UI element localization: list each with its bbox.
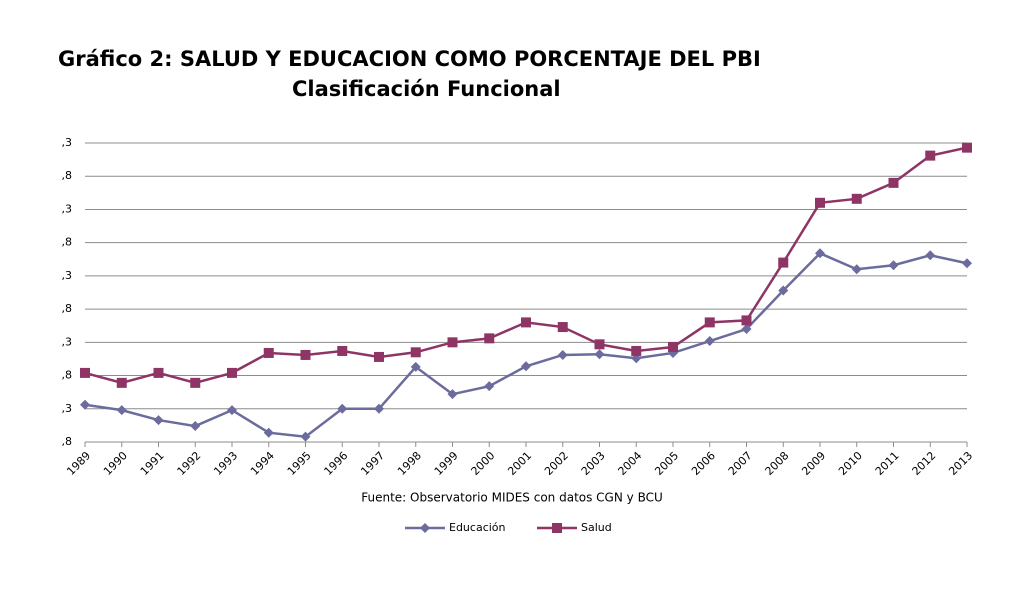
x-tick-label: 1994 — [248, 449, 277, 478]
chart-title: Gráfico 2: SALUD Y EDUCACION COMO PORCEN… — [58, 47, 761, 71]
point — [300, 349, 311, 360]
x-tick-label: 2006 — [689, 449, 718, 478]
x-tick-label: 1990 — [101, 449, 130, 478]
point — [227, 367, 237, 378]
legend-marker — [552, 523, 562, 533]
point — [594, 349, 605, 360]
point — [374, 403, 384, 414]
y-tick-label: ,3 — [62, 402, 73, 415]
legend-marker — [420, 523, 430, 533]
x-tick-label: 2007 — [726, 449, 755, 478]
point — [410, 347, 421, 358]
y-tick-label: ,8 — [62, 236, 73, 249]
x-tick-label: 1999 — [432, 449, 461, 478]
point — [778, 257, 789, 268]
point — [521, 361, 531, 372]
y-tick-label: ,3 — [62, 136, 73, 149]
x-tick-label: 1993 — [211, 449, 240, 478]
point — [668, 341, 678, 352]
point — [190, 377, 201, 388]
point — [557, 349, 568, 360]
x-tick-label: 2011 — [873, 449, 902, 478]
x-tick-label: 2009 — [799, 449, 828, 478]
point — [704, 336, 715, 347]
point — [374, 351, 384, 362]
point — [925, 150, 936, 161]
point — [962, 142, 972, 153]
y-tick-label: ,3 — [62, 269, 73, 282]
x-tick-label: 2004 — [616, 449, 645, 478]
x-tick-label: 1991 — [138, 449, 167, 478]
point — [153, 367, 164, 378]
legend-label: Salud — [581, 521, 612, 534]
point — [410, 361, 421, 372]
point — [594, 339, 605, 350]
point — [190, 421, 201, 432]
source-note: Fuente: Observatorio MIDES con datos CGN… — [361, 491, 663, 505]
x-tick-label: 2003 — [579, 449, 608, 478]
series-line — [84, 146, 968, 385]
point — [227, 405, 237, 416]
x-tick-label: 2001 — [505, 449, 534, 478]
point — [337, 403, 348, 414]
x-tick-label: 2002 — [542, 449, 571, 478]
x-tick-label: 1996 — [322, 449, 351, 478]
legend-label: Educación — [449, 521, 506, 534]
point — [888, 177, 899, 188]
point — [851, 193, 862, 204]
point — [80, 367, 90, 378]
point — [888, 260, 899, 271]
x-tick-label: 2000 — [469, 449, 498, 478]
point — [741, 324, 752, 335]
point — [300, 431, 311, 442]
point — [631, 345, 642, 356]
point — [778, 285, 789, 296]
point — [815, 248, 825, 259]
x-tick-label: 1998 — [395, 449, 424, 478]
point — [962, 258, 972, 269]
point — [484, 333, 495, 344]
point — [557, 322, 568, 333]
point — [80, 399, 90, 410]
point — [521, 317, 531, 328]
y-tick-label: ,8 — [62, 169, 73, 182]
point — [153, 415, 164, 426]
y-tick-label: ,3 — [62, 335, 73, 348]
x-tick-label: 2012 — [910, 449, 939, 478]
point — [815, 197, 825, 208]
x-tick-label: 2013 — [946, 449, 975, 478]
point — [337, 345, 348, 356]
y-tick-label: ,3 — [62, 202, 73, 215]
x-tick-label: 2010 — [836, 449, 865, 478]
point — [851, 264, 862, 275]
y-tick-label: ,8 — [62, 369, 73, 382]
chart-subtitle: Clasificación Funcional — [292, 77, 561, 101]
x-tick-label: 1989 — [64, 449, 93, 478]
y-tick-label: ,8 — [62, 435, 73, 448]
point — [484, 381, 495, 392]
point — [263, 427, 274, 438]
x-tick-label: 2008 — [763, 449, 792, 478]
point — [447, 389, 458, 400]
point — [447, 337, 458, 348]
point — [741, 315, 752, 326]
y-tick-label: ,8 — [62, 302, 73, 315]
point — [263, 347, 274, 358]
x-tick-label: 2005 — [652, 449, 681, 478]
x-tick-label: 1995 — [285, 449, 314, 478]
point — [704, 317, 715, 328]
point — [116, 405, 127, 416]
point — [925, 250, 936, 261]
x-tick-label: 1992 — [175, 449, 204, 478]
point — [116, 377, 127, 388]
x-tick-label: 1997 — [358, 449, 387, 478]
